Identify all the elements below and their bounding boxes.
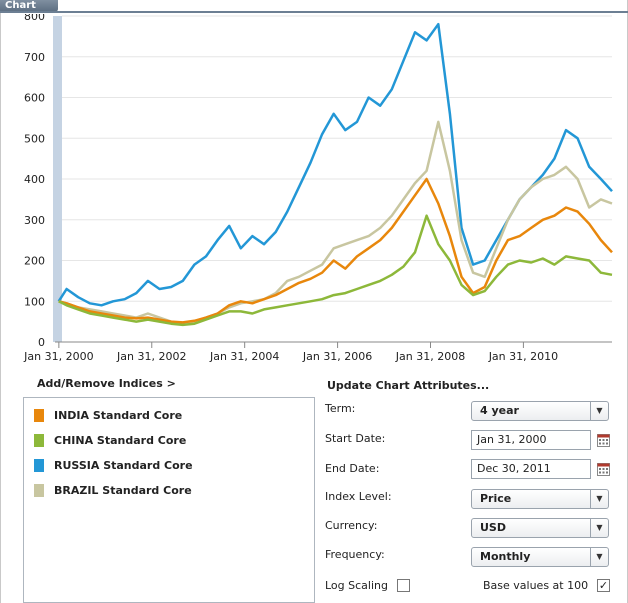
term-select[interactable]: 4 year ▼ [471,401,609,421]
start-date-field[interactable]: Jan 31, 2000 [471,430,591,450]
y-axis-band [53,16,62,342]
y-tick-label: 300 [24,214,45,227]
x-tick-label: Jan 31, 2010 [488,350,558,363]
line-chart: 0 100 200 300 400 500 600 700 800 Jan 31, 2000 Jan… [23,14,613,363]
currency-value: USD [480,521,506,534]
x-tick-label: Jan 31, 2006 [302,350,372,363]
legend-label: INDIA Standard Core [54,408,183,422]
index-level-value: Price [480,492,512,505]
legend-box: INDIA Standard Core CHINA Standard Core … [23,397,315,603]
header-divider [0,11,628,13]
panel-title: Chart [0,0,58,12]
currency-label: Currency: [325,519,378,532]
legend-item-brazil[interactable]: BRAZIL Standard Core [34,483,192,497]
legend-label: CHINA Standard Core [54,433,187,447]
x-tick-label: Jan 31, 2004 [209,350,279,363]
x-tick-label: Jan 31, 2000 [23,350,93,363]
currency-select[interactable]: USD ▼ [471,518,609,538]
series-line-india [58,177,613,324]
chevron-down-icon[interactable]: ▼ [590,490,608,508]
legend-item-china[interactable]: CHINA Standard Core [34,433,186,447]
frequency-select[interactable]: Monthly ▼ [471,547,609,567]
y-tick-label: 500 [24,132,45,145]
frequency-value: Monthly [480,550,531,563]
end-date-label: End Date: [325,462,380,475]
term-value: 4 year [480,404,519,417]
calendar-icon[interactable] [597,434,610,447]
x-tick-label: Jan 31, 2002 [116,350,186,363]
y-tick-label: 200 [24,255,45,268]
x-tick-label: Jan 31, 2008 [395,350,465,363]
china-swatch [34,433,44,447]
y-tick-label: 600 [24,92,45,105]
calendar-icon[interactable] [597,463,610,476]
base-values-checkbox[interactable]: ✓ [597,579,610,592]
y-tick-label: 0 [38,336,45,349]
base-values-label: Base values at 100 [483,579,589,592]
log-scaling-checkbox[interactable] [397,579,410,592]
legend-label: BRAZIL Standard Core [54,483,192,497]
index-level-select[interactable]: Price ▼ [471,489,609,509]
legend-item-india[interactable]: INDIA Standard Core [34,408,182,422]
index-level-label: Index Level: [325,490,392,503]
chevron-down-icon[interactable]: ▼ [590,402,608,420]
brazil-swatch [34,483,44,497]
y-tick-label: 400 [24,173,45,186]
y-tick-label: 100 [24,295,45,308]
legend-label: RUSSIA Standard Core [54,458,193,472]
end-date-field[interactable]: Dec 30, 2011 [471,459,591,479]
update-attributes-title: Update Chart Attributes... [327,379,490,392]
start-date-label: Start Date: [325,432,386,445]
frequency-label: Frequency: [325,548,385,561]
russia-swatch [34,458,44,472]
add-remove-indices-link[interactable]: Add/Remove Indices > [37,377,176,390]
log-scaling-label: Log Scaling [325,579,388,592]
term-label: Term: [325,402,356,415]
chevron-down-icon[interactable]: ▼ [590,519,608,537]
legend-item-russia[interactable]: RUSSIA Standard Core [34,458,193,472]
y-tick-label: 700 [24,51,45,64]
chevron-down-icon[interactable]: ▼ [590,548,608,566]
series-line-brazil [58,120,613,325]
y-tick-label: 800 [24,14,45,23]
series-line-china [58,214,613,327]
india-swatch [34,408,44,422]
